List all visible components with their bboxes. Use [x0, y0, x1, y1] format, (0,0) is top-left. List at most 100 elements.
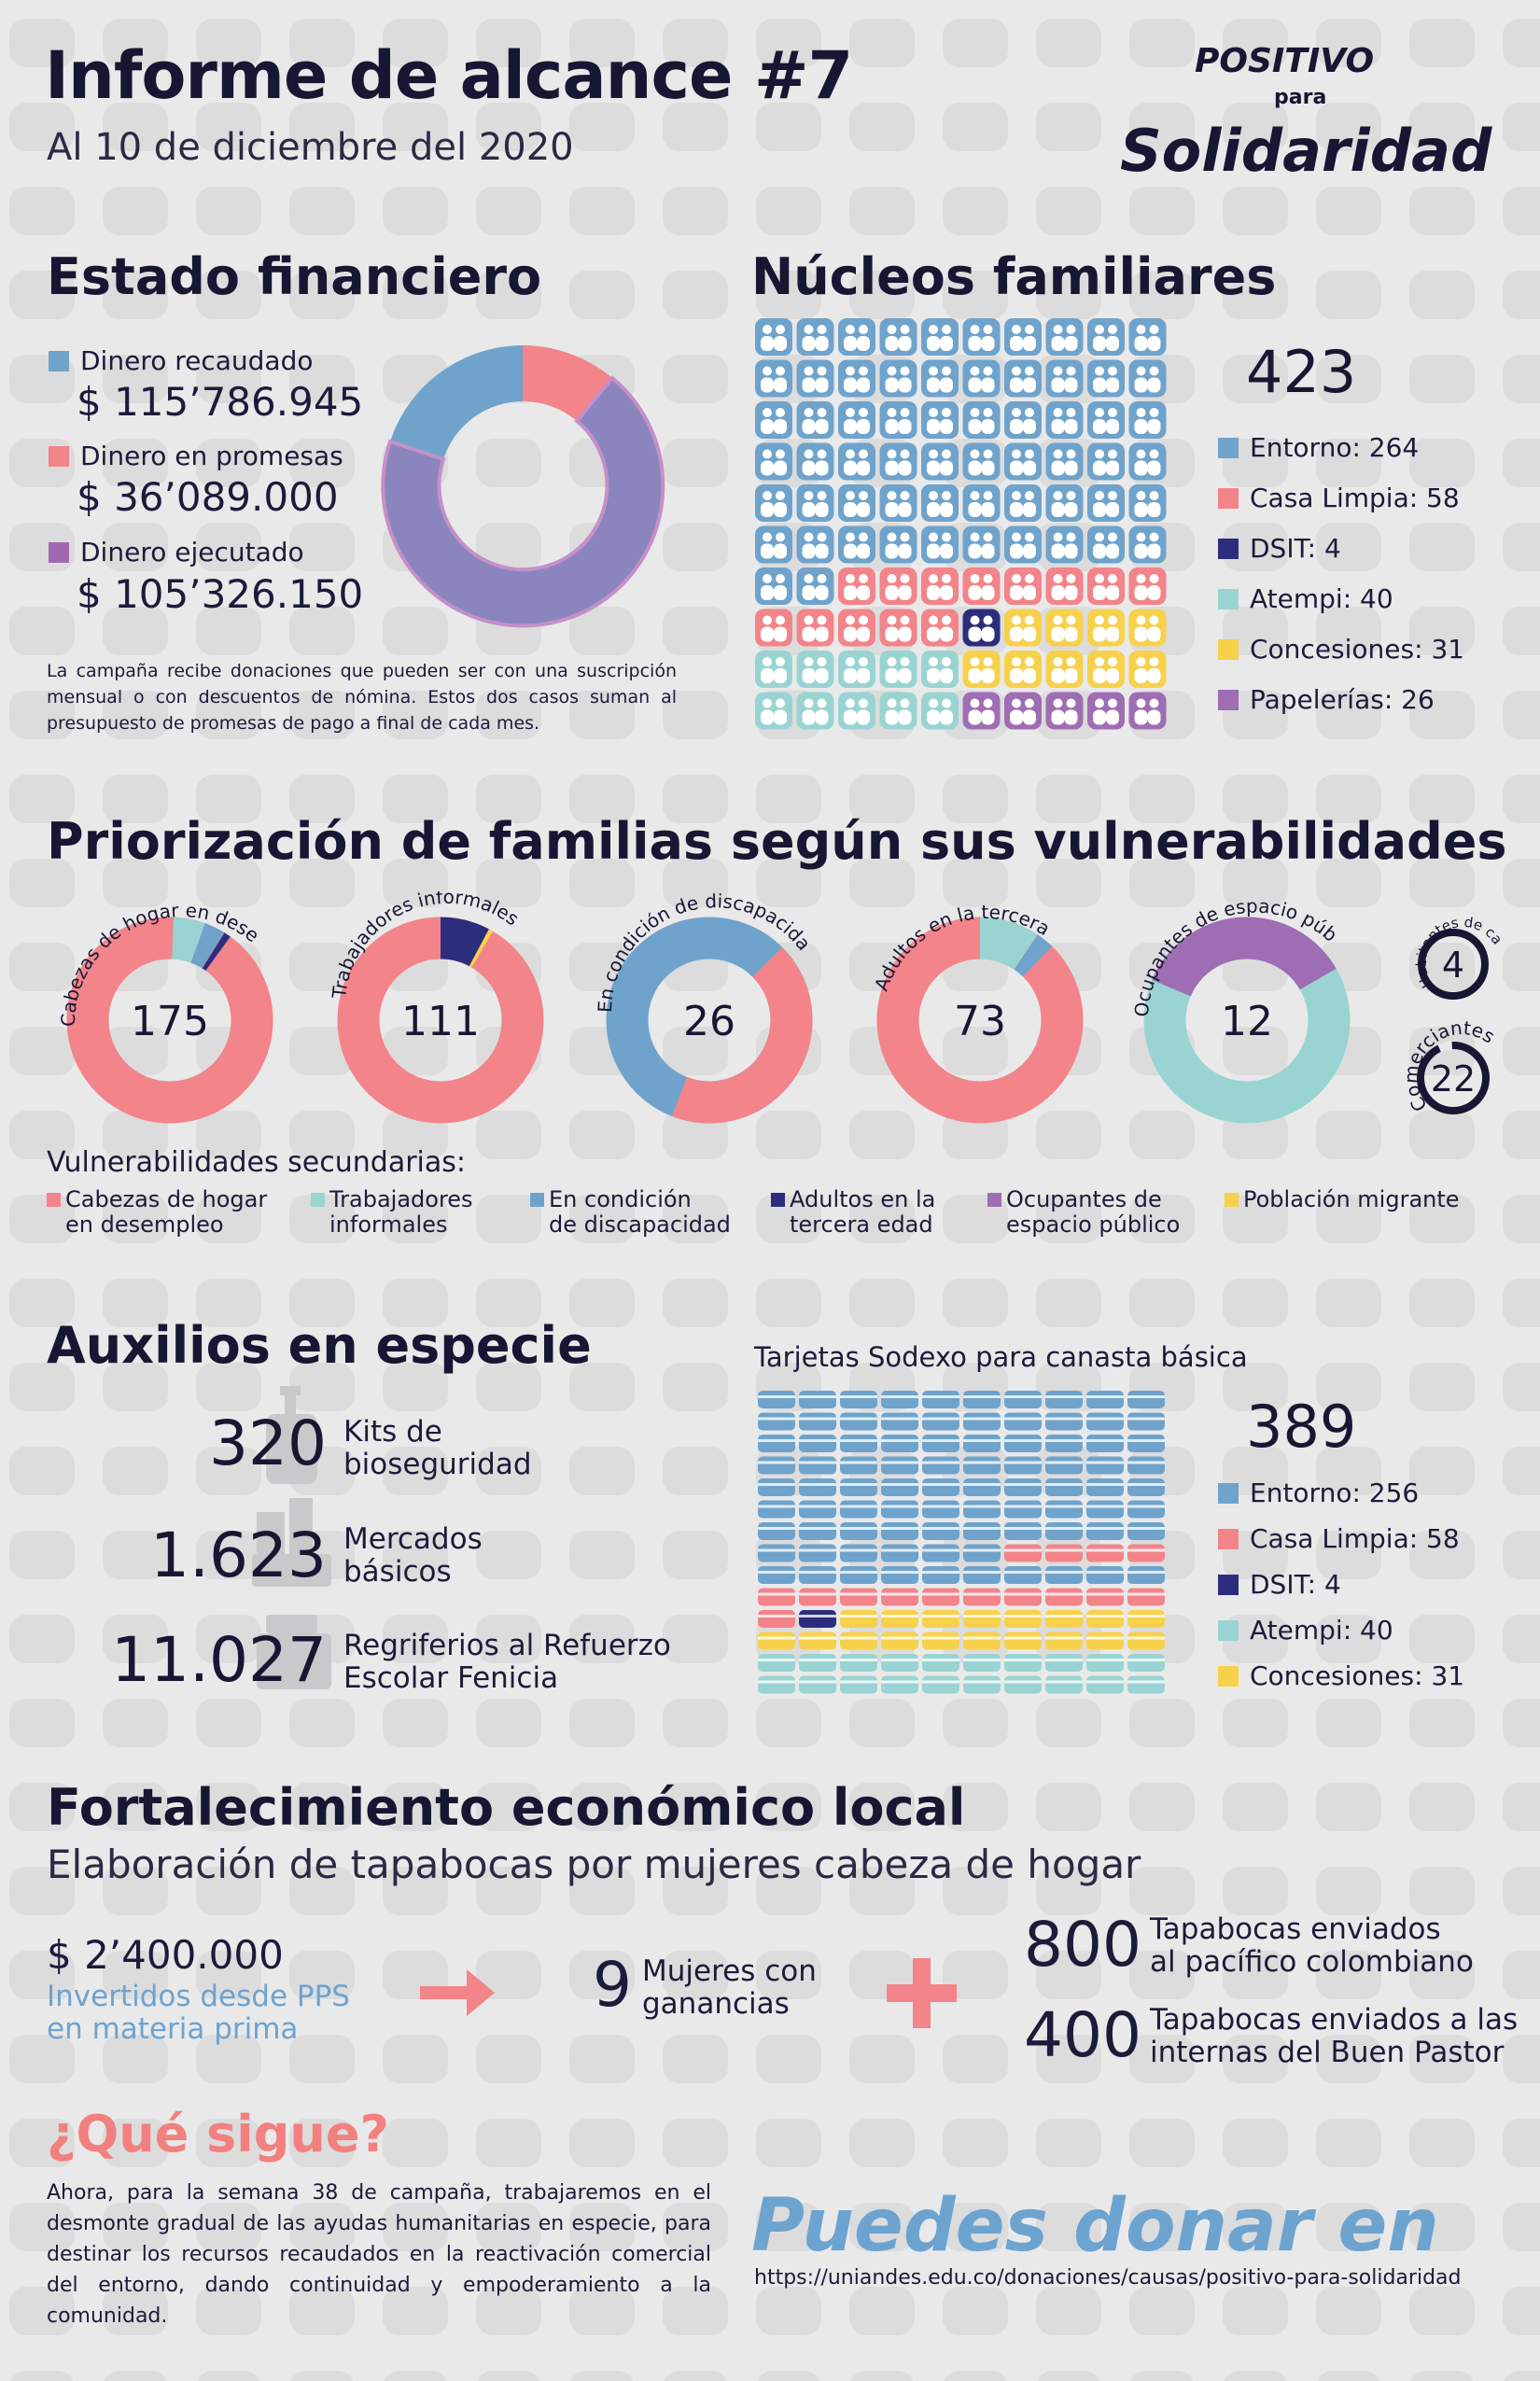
card-icon [758, 1435, 795, 1452]
financial-donut-chart [381, 345, 665, 628]
card-icon [1127, 1522, 1165, 1540]
card-icon [963, 1500, 1001, 1519]
family-icon [1087, 609, 1125, 647]
family-icon [1045, 359, 1084, 398]
family-icon [1045, 484, 1084, 522]
family-icon [1045, 609, 1084, 647]
card-icon [881, 1544, 918, 1562]
card-icon [1045, 1610, 1083, 1628]
family-icon [1087, 359, 1125, 398]
financial-item-collected: Dinero recaudado [49, 345, 314, 376]
secondary-item-migrants: Población migrante [1243, 1186, 1460, 1212]
family-icon [1087, 651, 1125, 688]
family-icon [962, 318, 1001, 356]
family-icon [1128, 609, 1167, 647]
secondary-vulnerabilities-title: Vulnerabilidades secundarias: [47, 1146, 466, 1179]
card-icon [963, 1654, 1001, 1672]
card-icon [1045, 1435, 1083, 1452]
card-icon [1004, 1435, 1042, 1452]
card-icon [881, 1391, 918, 1408]
family-icon [1128, 484, 1167, 522]
aid-icons [252, 1386, 331, 1689]
page-subtitle: Al 10 de diciembre del 2020 [47, 126, 574, 169]
ring-unemployed-heads [66, 917, 273, 1124]
family-icon [1087, 484, 1125, 522]
families-legend-concesiones: Concesiones: 31 [1218, 634, 1464, 665]
cards-legend-atempi: Atempi: 40 [1218, 1615, 1393, 1646]
card-icon [1004, 1412, 1042, 1431]
family-icon [838, 567, 875, 605]
family-icon [838, 318, 875, 356]
family-icon [755, 359, 792, 398]
family-icon [1128, 692, 1167, 730]
plus-icon [887, 1958, 957, 2028]
cards-legend-dsit: DSIT: 4 [1218, 1569, 1341, 1600]
card-icon [840, 1675, 877, 1694]
card-icon [922, 1478, 959, 1496]
next-title: ¿Qué sigue? [47, 2105, 389, 2164]
card-icon [840, 1632, 877, 1650]
card-icon [799, 1435, 836, 1452]
family-icon [1087, 692, 1125, 730]
card-icon [1086, 1456, 1124, 1475]
ring-disability [606, 917, 813, 1124]
family-icon [962, 484, 1001, 522]
family-icon [755, 442, 792, 481]
card-icon [1045, 1412, 1083, 1431]
family-icon [1087, 318, 1125, 356]
card-icon [963, 1675, 1001, 1694]
donate-title: Puedes donar en [751, 2184, 1439, 2268]
financial-note: La campaña recibe donaciones que pueden … [47, 661, 677, 734]
card-icon [1127, 1500, 1165, 1519]
card-icon [799, 1456, 836, 1475]
family-icon [1004, 484, 1042, 522]
card-icon [799, 1522, 836, 1540]
card-icon [1086, 1566, 1124, 1584]
card-icon [1045, 1675, 1083, 1694]
family-icon [879, 567, 917, 605]
card-icon [840, 1391, 877, 1408]
secondary-swatch-elderly [771, 1193, 785, 1207]
family-icon [838, 525, 875, 564]
family-icon [962, 525, 1001, 564]
family-icon [1128, 359, 1167, 398]
card-icon [963, 1544, 1001, 1562]
donate-link[interactable]: https://uniandes.edu.co/donaciones/causa… [754, 2266, 1462, 2290]
family-icon [838, 609, 875, 647]
local-subtitle: Elaboración de tapabocas por mujeres cab… [47, 1842, 1141, 1887]
local-title: Fortalecimiento económico local [47, 1778, 966, 1837]
families-legend-atempi: Atempi: 40 [1218, 583, 1393, 614]
card-icon [1004, 1500, 1042, 1519]
donut-segment-promises [523, 345, 612, 421]
family-icon [879, 692, 917, 730]
card-icon [963, 1478, 1001, 1496]
card-icon [799, 1588, 836, 1606]
aid-value-snacks: 11.027 [111, 1624, 327, 1696]
card-icon [881, 1654, 918, 1672]
aid-title: Auxilios en especie [47, 1316, 592, 1375]
card-icon [1127, 1610, 1165, 1628]
card-icon [840, 1610, 877, 1628]
card-icon [881, 1566, 918, 1584]
family-icon [1087, 442, 1125, 481]
card-icon [1004, 1391, 1042, 1408]
family-icon [879, 525, 917, 564]
family-icon [879, 442, 917, 481]
family-icon [962, 609, 1001, 647]
card-icon [1004, 1654, 1042, 1672]
family-icon [755, 609, 792, 647]
card-icon [1086, 1522, 1124, 1540]
family-icon [755, 401, 792, 439]
card-icon [922, 1456, 959, 1475]
card-icon [922, 1544, 959, 1562]
family-icon [1004, 567, 1042, 605]
card-icon [1127, 1632, 1165, 1650]
card-icon [1086, 1500, 1124, 1519]
card-icon [799, 1412, 836, 1431]
card-icon [1045, 1522, 1083, 1540]
card-icon [1045, 1456, 1083, 1475]
card-icon [1045, 1478, 1083, 1496]
family-icon [838, 692, 875, 730]
family-icon [755, 692, 792, 730]
card-icon [840, 1544, 877, 1562]
